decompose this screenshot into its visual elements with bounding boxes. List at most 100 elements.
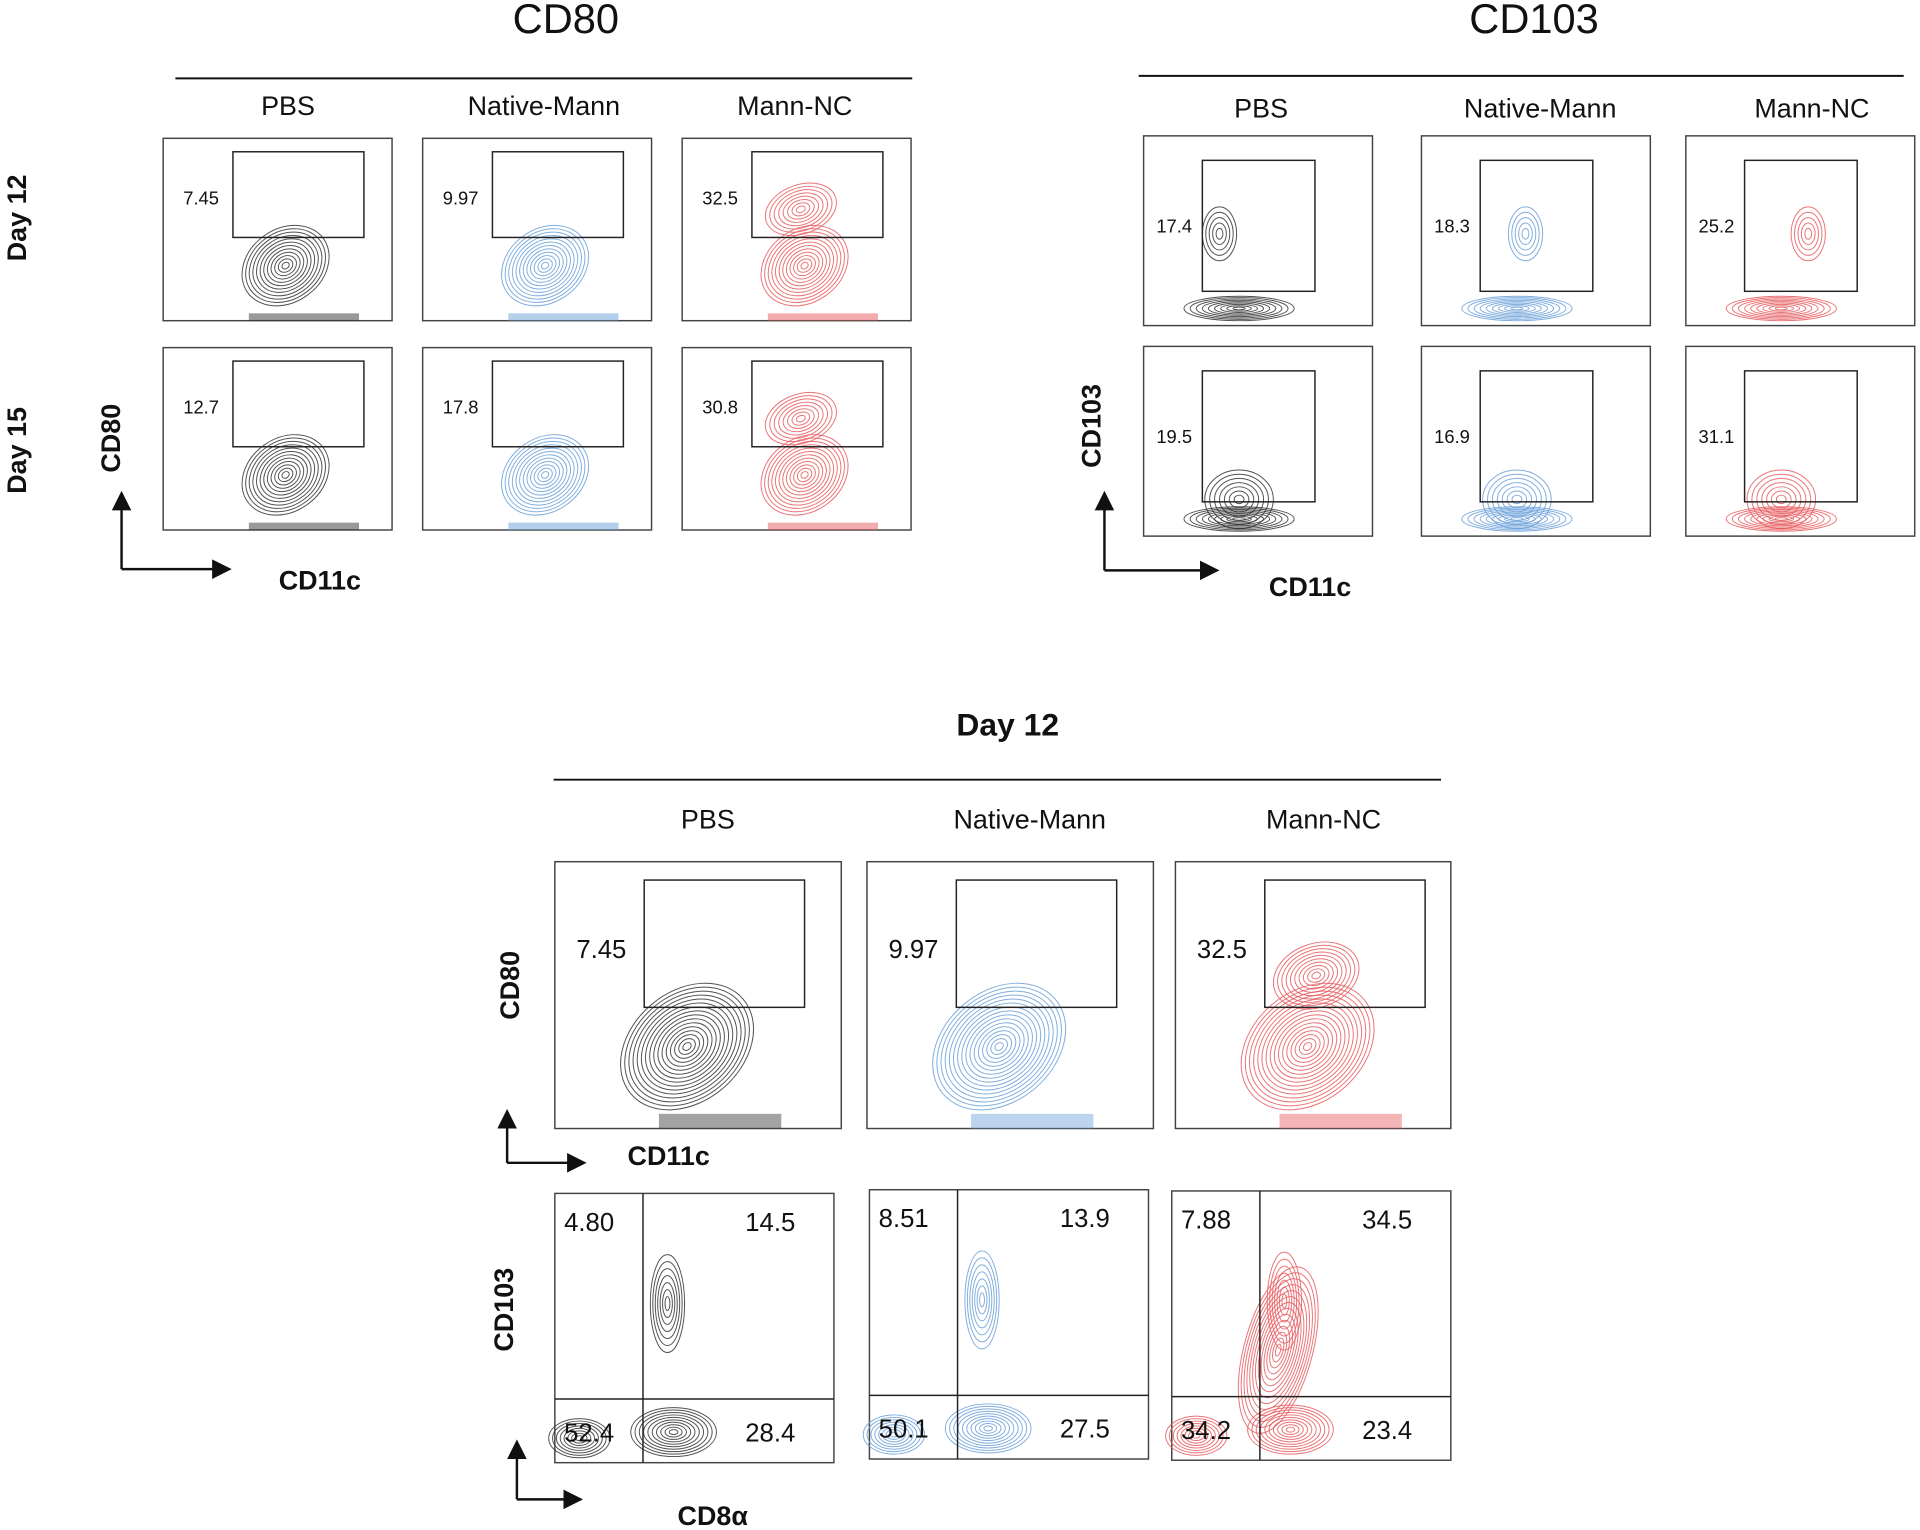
- contour: [1168, 1418, 1224, 1454]
- contour: [1274, 1343, 1282, 1357]
- plot-frame: [866, 860, 1155, 1130]
- contour: [1205, 211, 1234, 256]
- contour: [1251, 1407, 1330, 1453]
- contour: [974, 1420, 1002, 1437]
- contour: [1482, 469, 1552, 530]
- contour: [1281, 948, 1351, 1003]
- contour: [1248, 990, 1367, 1103]
- gate: [1479, 159, 1594, 293]
- contour: [632, 994, 742, 1099]
- contour: [1285, 951, 1347, 1000]
- contour: [1272, 941, 1360, 1010]
- contour: [1188, 1430, 1205, 1442]
- contour: [878, 1424, 910, 1445]
- contour-band: [248, 313, 360, 321]
- contour: [1746, 469, 1817, 530]
- contour: [1215, 227, 1224, 240]
- contour: [533, 255, 557, 277]
- contour-band: [767, 522, 878, 530]
- contour: [1247, 1404, 1334, 1455]
- contour: [563, 1427, 596, 1449]
- contour: [515, 447, 575, 503]
- gate-percentage: 32.5: [1197, 936, 1247, 964]
- contour: [1725, 295, 1837, 322]
- contour: [1266, 1325, 1291, 1375]
- contour: [966, 1257, 998, 1343]
- contour: [775, 238, 835, 293]
- contour: [1226, 305, 1252, 312]
- contour: [1214, 477, 1265, 521]
- contour: [657, 1018, 717, 1075]
- contour: [966, 1415, 1011, 1442]
- contour: [782, 245, 827, 287]
- contour: [1273, 1014, 1342, 1079]
- contour: [785, 457, 824, 493]
- contour: [1257, 998, 1358, 1095]
- contour: [274, 464, 297, 486]
- contour: [1286, 1026, 1329, 1067]
- contour: [944, 1403, 1032, 1454]
- plot-frame: [1142, 345, 1374, 537]
- contour: [552, 1420, 607, 1456]
- contour: [1204, 469, 1274, 530]
- contour: [789, 461, 820, 489]
- contour: [1214, 302, 1265, 315]
- contour: [1209, 473, 1269, 526]
- contour: [1265, 1006, 1350, 1087]
- contour: [668, 1429, 679, 1436]
- contour: [281, 471, 290, 479]
- contour: [252, 234, 319, 297]
- contour-band: [1279, 1113, 1402, 1129]
- contour: [620, 982, 755, 1111]
- contour: [1252, 1296, 1305, 1405]
- contour: [1240, 982, 1375, 1111]
- contour: [990, 1038, 1008, 1055]
- contour: [501, 434, 590, 516]
- contour: [957, 1006, 1042, 1087]
- contour: [1302, 1042, 1313, 1051]
- quadrant-percentage: 50.1: [879, 1416, 929, 1444]
- contour: [259, 450, 312, 499]
- contour: [1277, 944, 1356, 1007]
- contour: [764, 182, 837, 237]
- contour: [511, 234, 579, 297]
- plot-frame: [421, 346, 653, 531]
- contour: [1762, 303, 1801, 314]
- gate: [1479, 370, 1594, 503]
- contour: [263, 245, 308, 287]
- contour: [870, 1419, 918, 1450]
- plot-frame: [1142, 135, 1374, 327]
- contour: [653, 1014, 721, 1079]
- contour: [866, 1416, 922, 1453]
- gate: [1743, 370, 1858, 503]
- contour: [655, 1421, 692, 1443]
- contour: [526, 457, 564, 493]
- contour: [789, 251, 820, 280]
- contour: [1506, 490, 1528, 509]
- contour: [1461, 295, 1573, 322]
- gate-percentage: 30.8: [702, 397, 738, 418]
- contour: [1189, 297, 1289, 320]
- x-axis-label: CD11c: [628, 1141, 710, 1171]
- contour: [1797, 217, 1820, 251]
- contour: [767, 231, 842, 300]
- contour: [674, 1034, 701, 1059]
- plot-frame: [1420, 135, 1652, 327]
- contour: [793, 255, 816, 277]
- contour: [795, 414, 806, 423]
- contour: [1744, 299, 1819, 318]
- plot-frame: [681, 346, 912, 531]
- contour: [1744, 510, 1819, 528]
- contour: [1294, 958, 1339, 993]
- panel-title: Day 12: [956, 706, 1059, 742]
- contour-band: [248, 522, 360, 530]
- contour: [1485, 511, 1549, 527]
- gate-percentage: 25.2: [1699, 216, 1735, 237]
- contour: [1461, 506, 1573, 532]
- gate-percentage: 7.45: [183, 187, 219, 208]
- contour: [1487, 473, 1547, 526]
- contour: [1261, 1002, 1354, 1091]
- contour: [1737, 298, 1825, 319]
- contour: [1165, 1415, 1228, 1456]
